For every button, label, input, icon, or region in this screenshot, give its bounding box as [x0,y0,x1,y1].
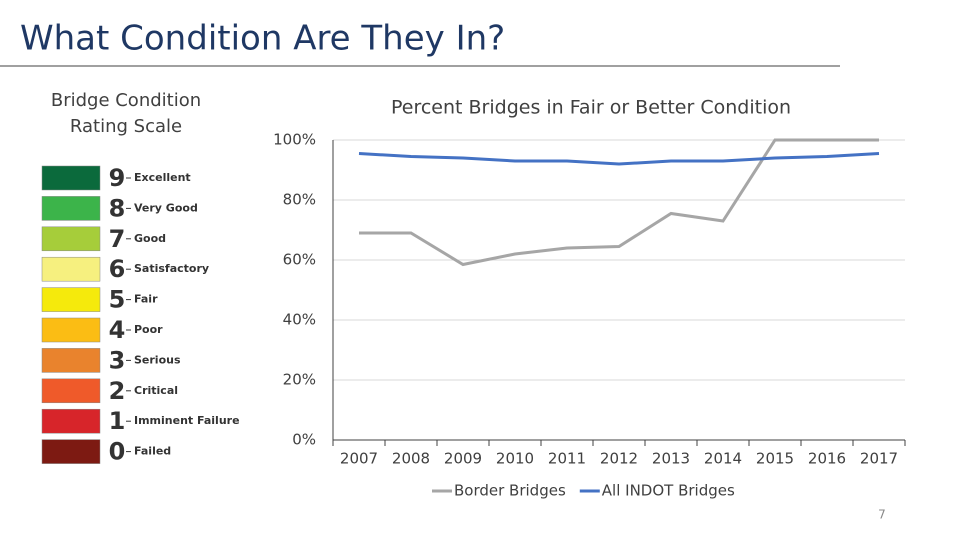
y-tick-label: 80% [283,191,316,209]
y-tick-label: 40% [283,311,316,329]
rating-label: Very Good [134,201,198,214]
rating-number: 8 [109,194,126,222]
x-tick-label: 2011 [548,450,586,468]
x-tick-label: 2008 [392,450,430,468]
x-tick-label: 2017 [860,450,898,468]
series-line [358,152,880,166]
rating-label: Fair [134,293,158,306]
rating-number: 4 [109,316,126,344]
rating-swatch [41,196,101,221]
scale-title: Bridge Condition [51,90,201,111]
rating-swatch [41,287,101,312]
rating-number: 5 [109,286,126,314]
slide-title: What Condition Are They In? [20,19,505,59]
rating-label: Failed [134,445,171,458]
legend-label: Border Bridges [454,482,566,500]
y-tick-label: 100% [273,131,316,149]
x-tick-label: 2015 [756,450,794,468]
scale-title: Rating Scale [70,116,182,137]
x-tick-label: 2016 [808,450,846,468]
y-tick-label: 60% [283,251,316,269]
page-number: 7 [878,508,886,522]
rating-number: 7 [109,225,126,253]
y-tick-label: 20% [283,371,316,389]
rating-label: Critical [134,384,178,397]
rating-swatch [41,408,101,434]
x-tick-label: 2012 [600,450,638,468]
rating-number: 9 [109,164,126,192]
y-tick-label: 0% [292,431,316,449]
rating-label: Serious [134,353,181,366]
chart-title: Percent Bridges in Fair or Better Condit… [391,97,791,119]
rating-number: 1 [109,407,126,435]
rating-swatch [41,165,101,191]
rating-swatch [41,256,101,282]
rating-swatch [41,226,101,252]
rating-label: Poor [134,323,163,336]
x-tick-label: 2014 [704,450,742,468]
x-tick-label: 2009 [444,450,482,468]
rating-label: Imminent Failure [134,414,240,427]
rating-swatch [41,317,101,343]
rating-number: 0 [109,438,126,466]
legend-label: All INDOT Bridges [602,482,735,500]
rating-swatch [41,348,101,373]
x-tick-label: 2007 [340,450,378,468]
rating-swatch [41,378,101,404]
x-tick-label: 2013 [652,450,690,468]
rating-label: Good [134,232,166,245]
series-line [359,138,879,267]
rating-number: 3 [109,346,126,374]
rating-label: Satisfactory [134,262,209,275]
rating-label: Excellent [134,171,191,184]
x-tick-label: 2010 [496,450,534,468]
rating-number: 6 [109,255,126,283]
rating-swatch [41,439,101,464]
rating-number: 2 [109,377,126,405]
